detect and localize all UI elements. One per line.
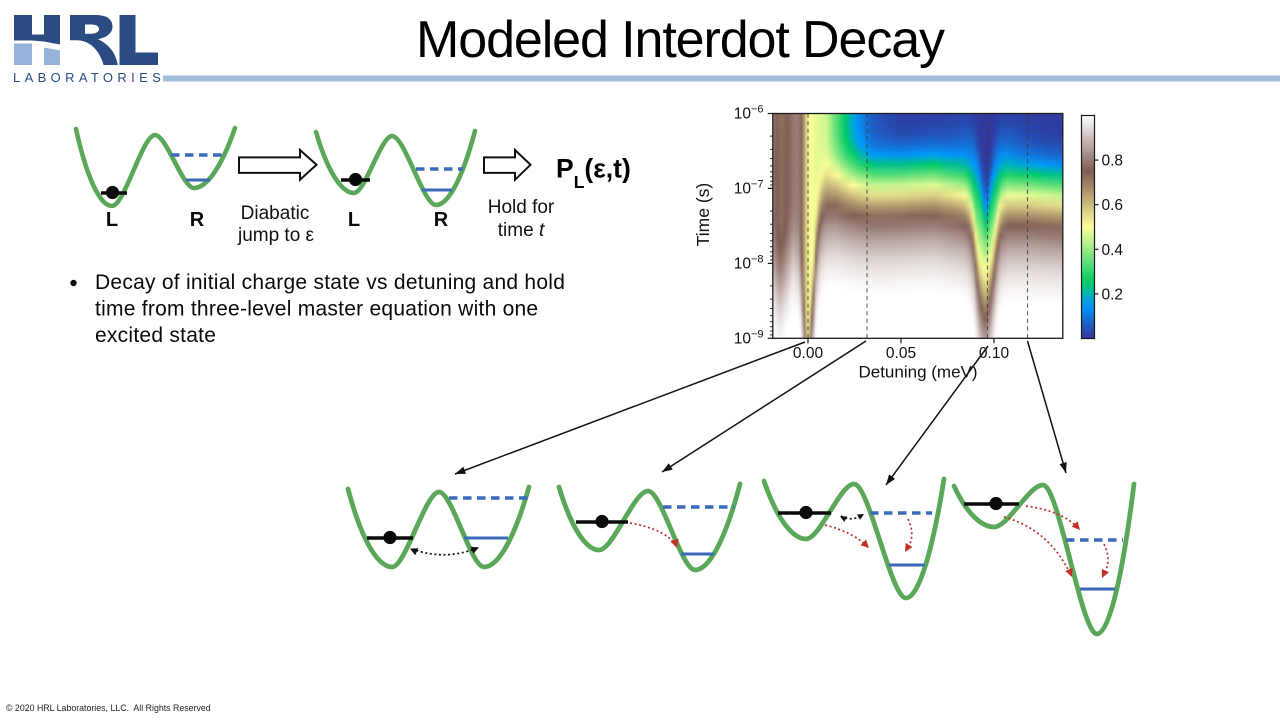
svg-text:R: R: [190, 209, 205, 231]
svg-text:© 2020 HRL Laboratories, LLC.: © 2020 HRL Laboratories, LLC. All Rights…: [6, 703, 211, 713]
svg-text:Time (s): Time (s): [693, 183, 713, 247]
svg-text:0.4: 0.4: [1102, 242, 1124, 259]
svg-text:LABORATORIES: LABORATORIES: [13, 70, 165, 85]
svg-text:0.6: 0.6: [1102, 197, 1124, 214]
svg-text:0.00: 0.00: [793, 345, 824, 362]
svg-text:time t: time t: [498, 220, 545, 241]
svg-text:time from three-level master e: time from three-level master equation wi…: [95, 298, 538, 321]
svg-text:10−8: 10−8: [734, 254, 764, 273]
svg-text:Diabatic: Diabatic: [241, 203, 310, 224]
svg-text:PL(ε,t): PL(ε,t): [556, 154, 631, 193]
svg-text:Modeled Interdot Decay: Modeled Interdot Decay: [416, 11, 945, 69]
svg-text:0.10: 0.10: [979, 345, 1010, 362]
svg-text:jump to ε: jump to ε: [237, 225, 315, 246]
svg-text:Hold for: Hold for: [488, 197, 555, 218]
svg-text:R: R: [434, 209, 449, 231]
svg-text:0.8: 0.8: [1102, 153, 1124, 170]
svg-text:10−6: 10−6: [734, 104, 764, 123]
svg-text:10−9: 10−9: [734, 329, 764, 348]
svg-text:L: L: [106, 209, 118, 231]
svg-text:10−7: 10−7: [734, 179, 764, 198]
svg-text:Decay of initial charge state: Decay of initial charge state vs detunin…: [95, 271, 565, 294]
svg-text:L: L: [348, 209, 360, 231]
svg-text:0.2: 0.2: [1102, 286, 1124, 303]
svg-text:0.05: 0.05: [886, 345, 916, 362]
svg-text:Detuning (meV): Detuning (meV): [858, 363, 977, 382]
svg-text:excited state: excited state: [95, 324, 216, 347]
